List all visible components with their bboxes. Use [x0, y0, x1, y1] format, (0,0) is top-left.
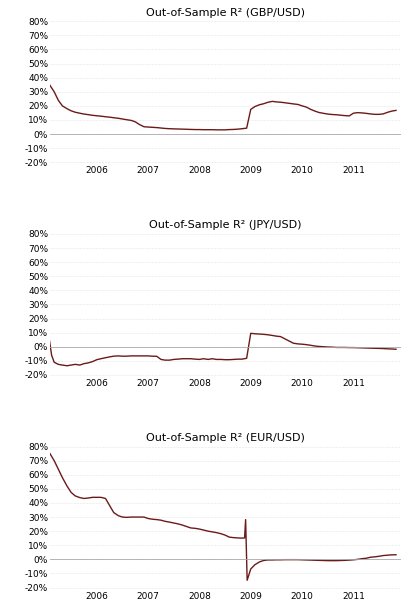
- Title: Out-of-Sample R² (GBP/USD): Out-of-Sample R² (GBP/USD): [146, 7, 304, 18]
- Title: Out-of-Sample R² (EUR/USD): Out-of-Sample R² (EUR/USD): [146, 433, 304, 443]
- Title: Out-of-Sample R² (JPY/USD): Out-of-Sample R² (JPY/USD): [149, 220, 301, 231]
